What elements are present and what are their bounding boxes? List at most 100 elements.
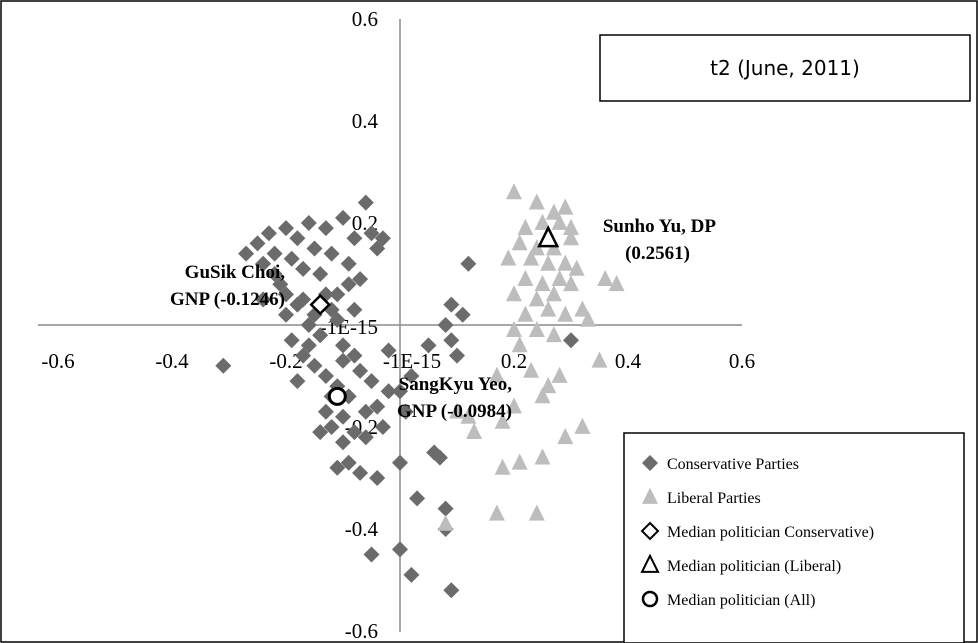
conservative-point <box>323 419 340 435</box>
y-tick-label: 0.4 <box>352 109 379 133</box>
liberal-point <box>506 285 522 302</box>
conservative-point <box>346 230 363 247</box>
liberal-point <box>545 203 562 220</box>
conservative-point <box>403 368 420 384</box>
x-tick-label: 0.2 <box>501 349 527 373</box>
liberal-point <box>557 428 574 445</box>
conservative-point <box>260 225 277 242</box>
liberal-point <box>511 234 528 251</box>
median-markers <box>309 225 560 406</box>
conservative-point <box>335 408 351 425</box>
conservative-point <box>317 220 334 237</box>
liberal-point <box>534 387 551 404</box>
liberal-point <box>534 448 551 465</box>
conservative-point <box>369 398 386 415</box>
liberal-point <box>540 254 557 271</box>
liberal-point <box>540 377 557 394</box>
conservative-point <box>283 250 300 267</box>
conservative-point <box>397 403 414 420</box>
data-points <box>215 183 625 599</box>
conservative-point <box>443 296 460 313</box>
conservative-point <box>317 368 334 384</box>
liberal-point <box>437 514 454 531</box>
title-box: t2 (June, 2011) <box>599 34 971 102</box>
x-tick-label: -0.6 <box>41 349 74 373</box>
conservative-point <box>312 327 329 344</box>
y-tick-label: -0.6 <box>345 619 378 643</box>
conservative-point <box>346 424 363 441</box>
liberal-point <box>608 275 625 292</box>
x-tick-label: -0.4 <box>155 349 189 373</box>
annotation-choi-line: GNP (-0.1246) <box>170 289 285 310</box>
liberal-point <box>506 183 522 200</box>
conservative-point <box>363 373 380 390</box>
liberal-point <box>460 407 477 424</box>
conservative-point <box>346 347 363 364</box>
liberal-point <box>517 305 534 322</box>
conservative-point <box>238 245 255 262</box>
liberal-point <box>494 458 511 475</box>
x-tick-label: -0.2 <box>269 349 302 373</box>
liberal-point <box>563 275 579 292</box>
median-conservative-marker <box>309 293 331 316</box>
liberal-point <box>568 259 585 276</box>
conservative-point <box>340 255 357 272</box>
legend-conservative-swatch <box>642 455 658 471</box>
x-tick-label: 0.4 <box>615 349 642 373</box>
conservative-point <box>306 357 323 374</box>
annotations: GuSik Choi, GNP (-0.1246) Sunho Yu, DP (0.2… <box>170 216 716 422</box>
liberal-point <box>545 239 562 256</box>
conservative-point <box>266 245 283 262</box>
liberal-point <box>466 422 483 439</box>
axes <box>38 19 742 632</box>
conservative-point <box>278 306 294 323</box>
conservative-point <box>443 332 460 349</box>
conservative-point <box>340 454 357 471</box>
conservative-point <box>329 311 346 328</box>
annotation-choi-line: GuSik Choi, <box>185 262 286 283</box>
conservative-point <box>335 337 351 354</box>
legend-label: Median politician Conservative) <box>667 524 874 541</box>
conservative-point <box>460 255 477 272</box>
median-all-marker <box>327 386 347 406</box>
conservative-point <box>374 419 391 435</box>
legend-frame <box>623 432 965 643</box>
liberal-point <box>557 198 574 215</box>
chart-title: t2 (June, 2011) <box>710 56 860 80</box>
conservative-point <box>563 332 579 349</box>
tick-labels: -0.6 -0.4 -0.2 -1E-15 0.2 0.4 0.60.60.40.2-1E-… <box>41 7 755 643</box>
conservative-point <box>329 286 346 303</box>
legend-median-conservative-swatch <box>640 521 660 541</box>
conservative-point <box>340 276 357 293</box>
conservative-point <box>357 194 374 211</box>
conservative-point <box>357 429 374 446</box>
conservative-point <box>443 582 460 599</box>
y-tick-label: 0.6 <box>352 7 378 31</box>
conservative-point <box>312 266 329 282</box>
y-tick-label: -0.4 <box>345 517 379 541</box>
liberal-point <box>574 417 591 434</box>
legend-label: Conservative Parties <box>667 456 799 473</box>
conservative-point <box>409 490 426 507</box>
liberal-point <box>534 213 551 230</box>
liberal-point <box>488 366 505 383</box>
conservative-point <box>278 220 294 237</box>
conservative-point <box>317 403 334 420</box>
conservative-point <box>374 230 391 247</box>
liberal-point <box>597 269 614 286</box>
liberal-point <box>523 249 540 266</box>
conservative-point <box>255 255 272 272</box>
conservative-point <box>289 373 306 390</box>
legend-median-all-swatch <box>641 590 659 608</box>
liberal-point <box>500 249 517 266</box>
legend-label: Median politician (Liberal) <box>667 558 841 575</box>
liberal-point <box>563 218 579 235</box>
conservative-point <box>363 225 380 242</box>
conservative-point <box>352 464 369 481</box>
legend-label: Liberal Parties <box>667 490 761 507</box>
liberal-point <box>551 213 568 230</box>
conservative-point <box>249 235 266 252</box>
liberal-point <box>563 229 579 246</box>
liberal-point <box>511 336 528 353</box>
